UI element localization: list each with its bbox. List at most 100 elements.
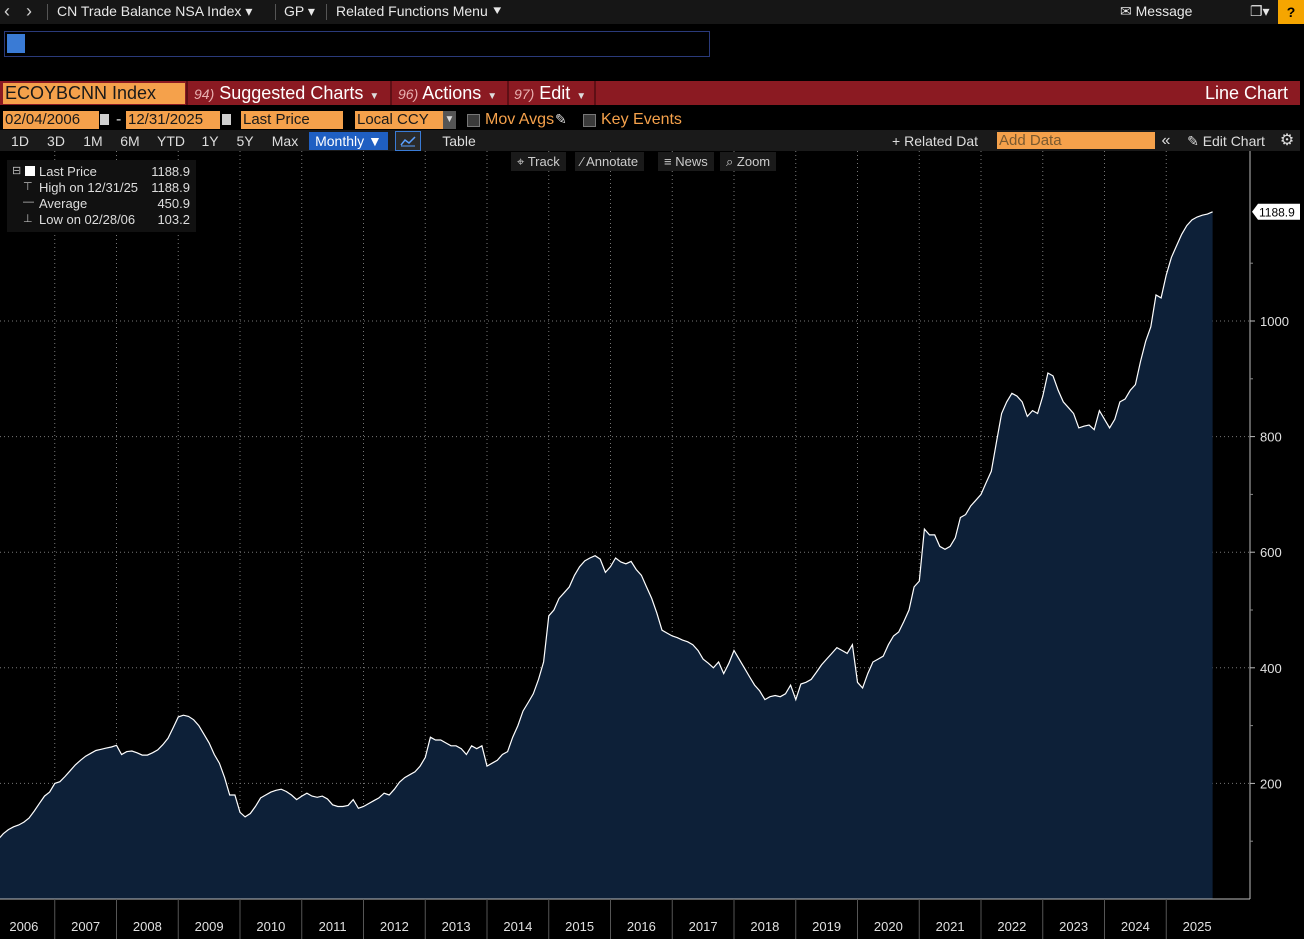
range-5y-button[interactable]: 5Y	[236, 133, 254, 149]
chart-type-label: Line Chart	[1204, 83, 1288, 103]
x-tick-label: 2006	[9, 919, 38, 934]
range-1y-button[interactable]: 1Y	[201, 133, 219, 149]
chart-legend: ⊟ Last Price 1188.9 ⊤ High on 12/31/25 1…	[7, 160, 196, 232]
x-tick-label: 2025	[1183, 919, 1212, 934]
mov-avgs-checkbox[interactable]	[467, 114, 480, 127]
series-swatch	[25, 166, 35, 176]
range-toolbar: 1D 3D 1M 6M YTD 1Y 5Y Max Monthly ▼ Tabl…	[0, 130, 1300, 151]
range-ytd-button[interactable]: YTD	[157, 133, 185, 149]
ticker-field[interactable]: ECOYBCNN Index	[3, 83, 185, 104]
news-button[interactable]: ≡ News	[658, 152, 714, 171]
top-navigation-bar: ‹ › CN Trade Balance NSA Index ▾ GP ▾ Re…	[0, 0, 1304, 24]
key-events-label: Key Events	[601, 111, 682, 128]
x-tick-label: 2014	[503, 919, 532, 934]
legend-last-price[interactable]: ⊟ Last Price 1188.9	[12, 164, 190, 179]
start-date-field[interactable]: 02/04/2006	[3, 111, 99, 129]
pencil-icon: ✎	[1187, 133, 1199, 149]
caret-down-icon: ▼	[576, 91, 587, 102]
field-selector[interactable]: Last Price	[241, 111, 343, 129]
last-price-tag: 1188.9	[1252, 203, 1300, 220]
high-marker-icon: ⊤	[23, 181, 33, 193]
help-button[interactable]: ?	[1278, 0, 1304, 24]
y-tick-label: 800	[1260, 430, 1282, 445]
x-tick-label: 2019	[812, 919, 841, 934]
caret-down-icon: ▼	[369, 91, 380, 102]
currency-selector[interactable]: Local CCY	[355, 111, 443, 129]
range-max-button[interactable]: Max	[271, 133, 299, 149]
price-series-line	[0, 211, 1213, 839]
divider	[390, 81, 392, 105]
crosshair-icon: ⌖	[517, 154, 525, 169]
range-1d-button[interactable]: 1D	[11, 133, 29, 149]
date-range-row: 02/04/2006 - 12/31/2025 Last Price Local…	[0, 111, 1304, 131]
forward-arrow-icon[interactable]: ›	[26, 1, 32, 21]
mov-avgs-label: Mov Avgs	[485, 111, 555, 128]
function-menu[interactable]: GP ▾	[284, 3, 315, 19]
actions-button[interactable]: 96) Actions ▼	[398, 83, 498, 103]
calendar-icon[interactable]	[100, 114, 109, 125]
calendar-icon[interactable]	[222, 114, 231, 125]
collapse-icon[interactable]: ⊟	[12, 165, 22, 177]
related-data-button[interactable]: + Related Dat	[892, 133, 979, 149]
x-tick-label: 2016	[627, 919, 656, 934]
annotate-icon: ∕	[581, 154, 584, 169]
x-tick-label: 2010	[256, 919, 285, 934]
x-tick-label: 2022	[997, 919, 1026, 934]
security-menu[interactable]: CN Trade Balance NSA Index ▾	[57, 3, 253, 19]
low-marker-icon: ⊥	[23, 213, 33, 225]
line-chart-icon[interactable]	[395, 131, 421, 151]
end-date-field[interactable]: 12/31/2025	[126, 111, 220, 129]
price-chart[interactable]: 200 400 600 800 1000 2006 2007 2008 2009 2010 201…	[0, 151, 1304, 939]
back-arrow-icon[interactable]: ‹	[4, 1, 10, 21]
edit-chart-button[interactable]: ✎ Edit Chart	[1187, 133, 1265, 149]
divider	[186, 81, 188, 105]
legend-average: — Average 450.9	[23, 196, 190, 211]
range-3d-button[interactable]: 3D	[47, 133, 65, 149]
price-area-fill	[0, 211, 1213, 899]
cursor-icon	[7, 34, 25, 53]
x-tick-label: 2009	[195, 919, 224, 934]
track-button[interactable]: ⌖ Track	[511, 152, 566, 171]
function-toolbar: ECOYBCNN Index 94) Suggested Charts ▼ 96)…	[0, 81, 1300, 105]
divider	[326, 4, 327, 20]
y-tick-label: 400	[1260, 661, 1282, 676]
currency-dropdown-icon[interactable]: ▼	[443, 111, 456, 129]
x-tick-label: 2023	[1059, 919, 1088, 934]
x-tick-label: 2011	[319, 919, 347, 934]
range-6m-button[interactable]: 6M	[120, 133, 140, 149]
suggested-charts-button[interactable]: 94) Suggested Charts ▼	[194, 83, 380, 103]
last-price-tag-label: 1188.9	[1259, 205, 1295, 219]
divider	[507, 81, 509, 105]
period-selector[interactable]: Monthly ▼	[309, 132, 388, 150]
range-1m-button[interactable]: 1M	[83, 133, 103, 149]
news-icon: ≡	[664, 154, 672, 169]
message-button[interactable]: ✉ Message	[1120, 3, 1193, 19]
key-events-checkbox[interactable]	[583, 114, 596, 127]
divider	[594, 81, 596, 105]
pencil-icon[interactable]: ✎	[555, 111, 567, 127]
x-tick-label: 2020	[874, 919, 903, 934]
x-tick-label: 2013	[442, 919, 471, 934]
add-data-input[interactable]: Add Data	[997, 132, 1155, 149]
divider	[275, 4, 276, 20]
x-tick-label: 2015	[565, 919, 594, 934]
last-price-tag-shape	[1252, 203, 1300, 220]
date-separator: -	[116, 111, 122, 128]
x-tick-label: 2012	[380, 919, 409, 934]
table-button[interactable]: Table	[442, 133, 476, 149]
window-options-icon[interactable]: ❐▾	[1250, 3, 1270, 19]
gear-icon[interactable]: ⚙	[1279, 132, 1295, 149]
zoom-button[interactable]: ⌕ Zoom	[720, 152, 777, 171]
y-tick-label: 1000	[1260, 314, 1289, 329]
legend-high: ⊤ High on 12/31/25 1188.9	[23, 180, 190, 195]
edit-button[interactable]: 97) Edit ▼	[514, 83, 587, 103]
envelope-icon: ✉	[1120, 3, 1132, 19]
y-tick-label: 200	[1260, 776, 1282, 791]
collapse-double-chevron-icon[interactable]: «	[1161, 132, 1171, 149]
related-functions-menu[interactable]: Related Functions Menu ⯆	[336, 3, 503, 19]
x-tick-label: 2017	[689, 919, 718, 934]
y-axis: 200 400 600 800 1000	[1249, 151, 1289, 899]
y-tick-label: 600	[1260, 545, 1282, 560]
annotate-button[interactable]: ∕ Annotate	[575, 152, 645, 171]
command-line-input[interactable]	[4, 31, 710, 57]
